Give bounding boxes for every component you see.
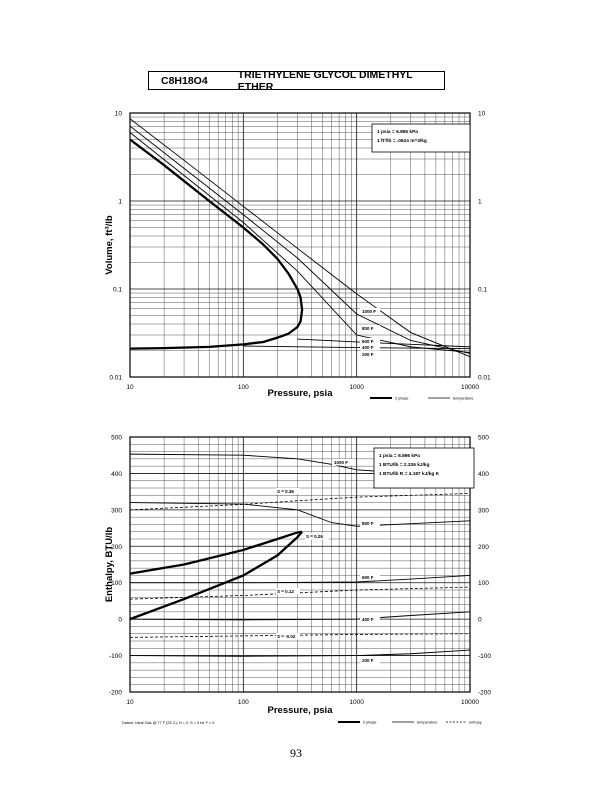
series-line-200-f: [129, 649, 471, 657]
x-tick-label: 10: [126, 699, 134, 706]
entropy-label-bg: [276, 488, 300, 495]
entropy-label: S = 0.26: [306, 534, 323, 539]
conversion-note: 1 psia = 6.895 kPa: [377, 129, 418, 135]
curve-label-bg: [360, 616, 380, 623]
curve-label-bg: [360, 657, 380, 664]
y-tick-label-left: 500: [111, 435, 122, 442]
conversion-note: 1 BTU/lb = 2.326 kJ/kg: [379, 462, 430, 468]
y-tick-label-right: -200: [478, 690, 491, 697]
y-tick-label-left: 10: [115, 111, 123, 118]
y-tick-label-right: -100: [478, 653, 491, 660]
volume-pressure-chart: 10 100 1000 10000 0.01 0.01 0.1 0.1 1 1 10 10 Pressu…: [104, 111, 491, 401]
compound-title-box: C8H18O4 TRIETHYLENE GLYCOL DIMETHYL ETHE…: [148, 68, 445, 93]
y-tick-label-right: 0: [478, 617, 482, 624]
curve-label: 800 F: [362, 521, 374, 526]
series-line-800-f: [129, 502, 471, 527]
x-axis-label: Pressure, psia: [268, 705, 334, 716]
page-number: 93: [290, 746, 302, 760]
legend-label: temperature: [417, 721, 437, 725]
plot-frame: [129, 112, 471, 378]
y-tick-label-right: 400: [478, 471, 489, 478]
series-line-2-phase-vapor: [129, 530, 303, 575]
series-line-200-f: [243, 345, 471, 350]
y-tick-label-left: 300: [111, 507, 122, 514]
entropy-label: S = 0.36: [277, 489, 294, 494]
curve-label: 400 F: [362, 617, 374, 622]
y-tick-label-left: 0: [118, 617, 122, 624]
entropy-label-bg: [305, 533, 329, 540]
y-tick-label-right: 10: [478, 111, 486, 118]
datum-note: Datum: Ideal Gas @ 77 F (25 C), H = 0, S…: [122, 721, 214, 725]
y-axis-label: Enthalpy, BTU/lb: [104, 527, 115, 602]
series-line-600-f: [130, 574, 471, 584]
curve-label: 400 F: [362, 345, 374, 350]
curve-label-bg: [360, 325, 380, 332]
series-line-s-0-36: [129, 493, 471, 511]
series-line-600-f: [129, 132, 471, 353]
x-tick-label: 1000: [349, 699, 364, 706]
series-line-2-phase: [129, 138, 304, 350]
curve-label-bg: [360, 520, 380, 527]
entropy-label: S = 0.12: [277, 589, 294, 594]
curve-label-bg: [360, 351, 380, 358]
y-tick-label-left: 400: [111, 471, 122, 478]
x-tick-label: 10000: [461, 699, 479, 706]
curve-label: 200 F: [362, 658, 374, 663]
curve-label: 1000 F: [334, 460, 348, 465]
x-axis-label: Pressure, psia: [268, 388, 334, 399]
curve-label-bg: [360, 574, 380, 581]
series-line-800-f: [129, 125, 471, 354]
plot-frame: [129, 436, 471, 693]
series-line-1000-f: [129, 118, 471, 358]
compound-name: TRIETHYLENE GLYCOL DIMETHYL ETHER: [237, 68, 413, 93]
x-tick-label: 100: [238, 699, 249, 706]
curve-label: 800 F: [362, 326, 374, 331]
legend-label: temperature: [453, 397, 473, 401]
y-tick-label-left: 100: [111, 580, 122, 587]
curve-label-bg: [360, 338, 380, 345]
conversion-note: 1 ft³/lb = .0624 m^3/kg: [377, 138, 427, 144]
compound-formula: C8H18O4: [161, 74, 208, 87]
entropy-label-bg: [276, 633, 300, 640]
curve-label: 600 F: [362, 575, 374, 580]
curve-label-bg: [332, 459, 352, 466]
series-line-400-f: [297, 338, 471, 348]
y-tick-label-right: 500: [478, 435, 489, 442]
curve-label-bg: [360, 308, 380, 315]
series-line-2-phase-liquid: [129, 530, 303, 621]
y-tick-label-left: 0.01: [109, 375, 122, 382]
entropy-label-bg: [276, 588, 300, 595]
curve-label: 200 F: [362, 352, 374, 357]
x-tick-label: 10000: [461, 384, 479, 391]
conversion-note: 1 BTU/lb R = 4.187 kJ/kg K: [379, 471, 440, 477]
curve-label-bg: [360, 344, 380, 351]
legend-label: 2 phase: [395, 397, 409, 401]
y-tick-label-right: 100: [478, 580, 489, 587]
y-tick-label-left: 0.1: [113, 287, 122, 294]
y-tick-label-right: 200: [478, 544, 489, 551]
x-tick-label: 100: [238, 384, 249, 391]
legend-label: entropy: [469, 721, 482, 725]
curve-label: 600 F: [362, 339, 374, 344]
y-axis-label: Volume, ft³/lb: [104, 215, 115, 275]
x-tick-label: 10: [126, 384, 134, 391]
curve-label: 1000 F: [362, 309, 376, 314]
y-tick-label-right: 0.1: [478, 287, 487, 294]
series-line-400-f: [129, 611, 471, 621]
y-tick-label-left: -200: [109, 690, 122, 697]
y-tick-label-left: 1: [118, 199, 122, 206]
y-tick-label-right: 300: [478, 507, 489, 514]
legend-label: 2 phase: [363, 721, 377, 725]
entropy-label: S = -0.02: [277, 634, 296, 639]
y-tick-label-right: 0.01: [478, 375, 491, 382]
conversion-note-box: [371, 123, 471, 153]
y-tick-label-left: -100: [109, 653, 122, 660]
conversion-note-box: [373, 447, 475, 489]
conversion-note: 1 psia = 6.895 kPa: [379, 453, 420, 459]
enthalpy-pressure-chart: 10 100 1000 10000 -200 -200 -100 -100 0 0 100 100 20…: [104, 435, 491, 726]
y-tick-label-left: 200: [111, 544, 122, 551]
y-tick-label-right: 1: [478, 199, 482, 206]
x-tick-label: 1000: [349, 384, 364, 391]
